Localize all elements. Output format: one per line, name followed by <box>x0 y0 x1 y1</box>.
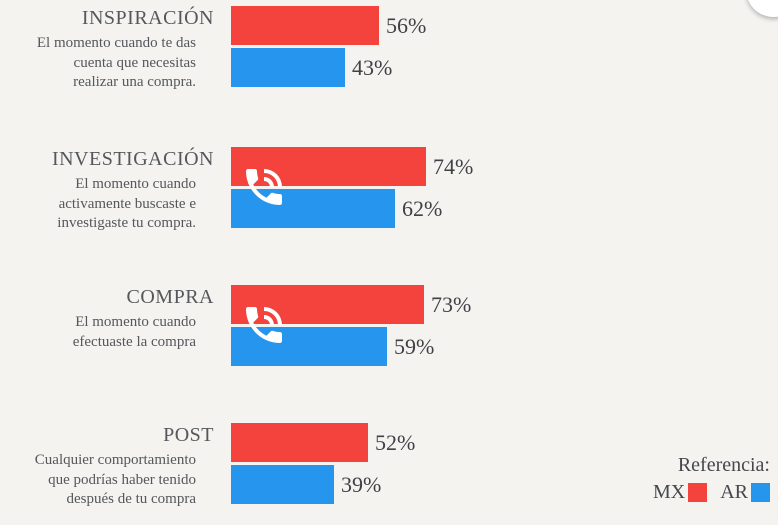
section-title: INVESTIGACIÓN <box>51 148 214 170</box>
phone-icon <box>240 163 288 211</box>
bar-row-ar: 39% <box>231 465 415 504</box>
section-title: COMPRA <box>126 286 214 308</box>
section-description: El momento cuando efectuaste la compra <box>72 314 196 350</box>
bar-value-label-ar: 59% <box>394 333 435 359</box>
section-description: El momento cuando te das cuenta que nece… <box>36 35 196 90</box>
bar-group: 52% 39% <box>231 423 415 507</box>
bar-mx <box>231 285 424 324</box>
section-inspiracion: INSPIRACIÓN El momento cuando te das cue… <box>0 6 778 93</box>
section-compra: COMPRA El momento cuando efectuaste la c… <box>0 285 778 369</box>
bar-value-label-mx: 52% <box>375 429 416 455</box>
section-labels: POST Cualquier comportamiento que podría… <box>0 423 214 510</box>
bar-value-label-mx: 73% <box>431 291 472 317</box>
bar-value-label-ar: 39% <box>341 471 382 497</box>
bar-ar <box>231 465 334 504</box>
section-title: INSPIRACIÓN <box>81 7 214 29</box>
bar-value-label-ar: 62% <box>402 195 443 221</box>
section-post: POST Cualquier comportamiento que podría… <box>0 423 778 510</box>
bar-mx <box>231 423 368 462</box>
legend-row: MX AR <box>653 481 770 504</box>
legend-label-mx: MX <box>652 481 686 503</box>
section-labels: INSPIRACIÓN El momento cuando te das cue… <box>0 6 214 93</box>
section-investigacion: INVESTIGACIÓN El momento cuando activame… <box>0 147 778 234</box>
bar-group: 74% 62% <box>231 147 473 231</box>
bar-mx <box>231 147 426 186</box>
section-labels: COMPRA El momento cuando efectuaste la c… <box>0 285 214 352</box>
bar-row-ar: 62% <box>231 189 473 228</box>
bar-row-mx: 74% <box>231 147 473 186</box>
phone-icon <box>240 301 288 349</box>
bar-group: 56% 43% <box>231 6 426 90</box>
bar-value-label-ar: 43% <box>352 54 393 80</box>
bar-ar <box>231 48 345 87</box>
legend-swatch-ar <box>751 483 770 502</box>
bar-group: 73% 59% <box>231 285 471 369</box>
section-description: El momento cuando activamente buscaste e… <box>57 176 196 231</box>
bar-row-mx: 52% <box>231 423 415 462</box>
bar-row-ar: 43% <box>231 48 426 87</box>
bar-mx <box>231 6 379 45</box>
bar-value-label-mx: 56% <box>386 12 427 38</box>
legend: Referencia: MX AR <box>653 453 770 504</box>
legend-label-ar: AR <box>720 481 748 503</box>
bar-row-mx: 73% <box>231 285 471 324</box>
section-description: Cualquier comportamiento que podrías hab… <box>34 452 196 507</box>
legend-title: Referencia: <box>677 454 770 476</box>
section-title: POST <box>163 424 214 446</box>
bar-row-ar: 59% <box>231 327 471 366</box>
section-labels: INVESTIGACIÓN El momento cuando activame… <box>0 147 214 234</box>
bar-row-mx: 56% <box>231 6 426 45</box>
bar-value-label-mx: 74% <box>433 153 474 179</box>
legend-swatch-mx <box>688 483 708 502</box>
